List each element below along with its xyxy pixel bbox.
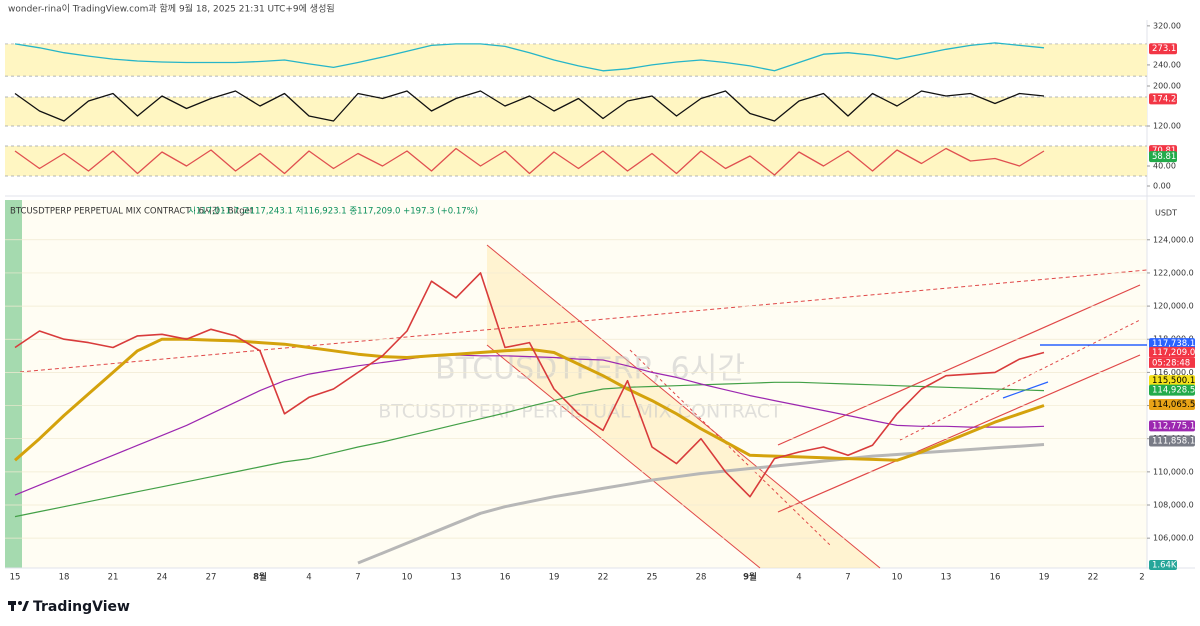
session-strip	[5, 200, 22, 568]
y-tick-label: 106,000.0	[1153, 534, 1194, 543]
y-tick-label: 200.00	[1153, 82, 1181, 91]
channel-mid	[629, 349, 831, 546]
price-tag	[1149, 375, 1195, 387]
price-tag-label: 115,500.1	[1152, 376, 1195, 386]
x-tick-label: 10	[892, 573, 903, 583]
series-line	[14, 42, 1045, 72]
price-tag	[1149, 398, 1195, 410]
y-tick-label: 40.00	[1153, 162, 1176, 171]
series-line	[357, 443, 1045, 565]
band	[5, 43, 1147, 77]
x-tick-label: 19	[1039, 573, 1050, 583]
x-tick-label: 2	[1139, 573, 1144, 583]
x-tick-label: 19	[549, 573, 560, 583]
x-tick-label: 4	[306, 573, 311, 583]
channel-line	[486, 344, 761, 569]
y-tick-label: 124,000.0	[1153, 235, 1194, 244]
price-tag-label: 114,065.5	[1152, 400, 1195, 410]
main-pane	[5, 200, 1147, 568]
price-tag	[1149, 435, 1195, 447]
y-tick-label: 116,000.0	[1153, 368, 1194, 377]
watermark: BTCUSDTPERP PERPETUAL MIX CONTRACT	[378, 401, 782, 423]
price-tag-label: 117,209.0	[1152, 348, 1195, 358]
symbol-title: BTCUSDTPERP PERPETUAL MIX CONTRACT · 6시간…	[10, 206, 254, 217]
y-tick-label: 108,000.0	[1153, 501, 1194, 510]
price-tag-label: 117,738.1	[1152, 339, 1195, 349]
last-value-label: 174.24	[1152, 94, 1182, 104]
x-tick-label: 16	[500, 573, 511, 583]
y-tick-label: 122,000.0	[1153, 268, 1194, 277]
logo	[8, 601, 29, 611]
channel-line	[777, 284, 1141, 446]
series-line	[14, 147, 1045, 176]
x-tick-label: 13	[941, 573, 952, 583]
y-tick-label: 120,000.0	[1153, 302, 1194, 311]
series-line	[14, 381, 1045, 518]
x-tick-label: 13	[451, 573, 462, 583]
countdown-tag	[1149, 357, 1195, 368]
series-line	[14, 272, 1045, 498]
x-tick-label: 16	[990, 573, 1001, 583]
series-line	[14, 90, 1045, 122]
header: wonder-rina이 TradingView.com과 함께 9월 18, …	[8, 3, 335, 15]
x-tick-label: 18	[59, 573, 70, 583]
price-tag	[1149, 338, 1195, 350]
price-tag-label: 112,775.1	[1152, 421, 1195, 431]
y-tick-label: 120.00	[1153, 122, 1181, 131]
x-tick-label: 21	[108, 573, 119, 583]
x-tick-label: 4	[796, 573, 801, 583]
y-tick-label: 240.00	[1153, 60, 1181, 69]
x-tick-label: 22	[1088, 573, 1099, 583]
x-tick-label: 15	[10, 573, 21, 583]
countdown: 05:28:48	[1152, 358, 1190, 368]
x-tick-label: 25	[647, 573, 658, 583]
x-tick-label: 7	[845, 573, 850, 583]
x-tick-label: 24	[157, 573, 168, 583]
x-tick-label: 7	[355, 573, 360, 583]
x-tick-label: 8월	[253, 572, 267, 583]
last-value-tag	[1149, 93, 1177, 105]
price-tag	[1149, 346, 1195, 358]
price-tag	[1149, 420, 1195, 432]
footer-brand: TradingView	[33, 599, 130, 615]
band	[5, 97, 1147, 126]
x-tick-label: 22	[598, 573, 609, 583]
y-tick-label: 320.00	[1153, 21, 1181, 30]
ohlc-legend: 시117,011.7 고117,243.1 저116,923.1 종117,20…	[188, 207, 478, 217]
price-tag-label: 114,928.5	[1152, 386, 1195, 396]
price-tag-label: 111,858.1	[1152, 437, 1195, 447]
y-tick-label: 0.00	[1153, 182, 1171, 191]
last-value-label: 58.81	[1152, 152, 1176, 162]
price-tag	[1149, 384, 1195, 396]
x-tick-label: 9월	[743, 572, 757, 583]
last-value-tag	[1149, 43, 1177, 55]
series-line	[14, 354, 1045, 496]
channel-line	[486, 244, 881, 569]
y-tick-label: 110,000.0	[1153, 467, 1194, 476]
last-value-tag	[1149, 151, 1177, 163]
x-tick-label: 28	[696, 573, 707, 583]
channel-line	[777, 354, 1141, 513]
last-value-label: 273.16	[1152, 44, 1182, 54]
x-tick-label: 10	[402, 573, 413, 583]
x-tick-label: 27	[206, 573, 217, 583]
axis-unit: USDT	[1155, 209, 1177, 218]
volume-tag	[1149, 560, 1177, 570]
volume-label: 1.64K	[1152, 561, 1177, 571]
channel-mid	[899, 319, 1141, 441]
